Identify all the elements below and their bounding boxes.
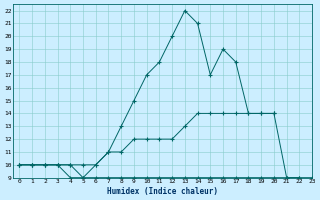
X-axis label: Humidex (Indice chaleur): Humidex (Indice chaleur) <box>107 187 218 196</box>
